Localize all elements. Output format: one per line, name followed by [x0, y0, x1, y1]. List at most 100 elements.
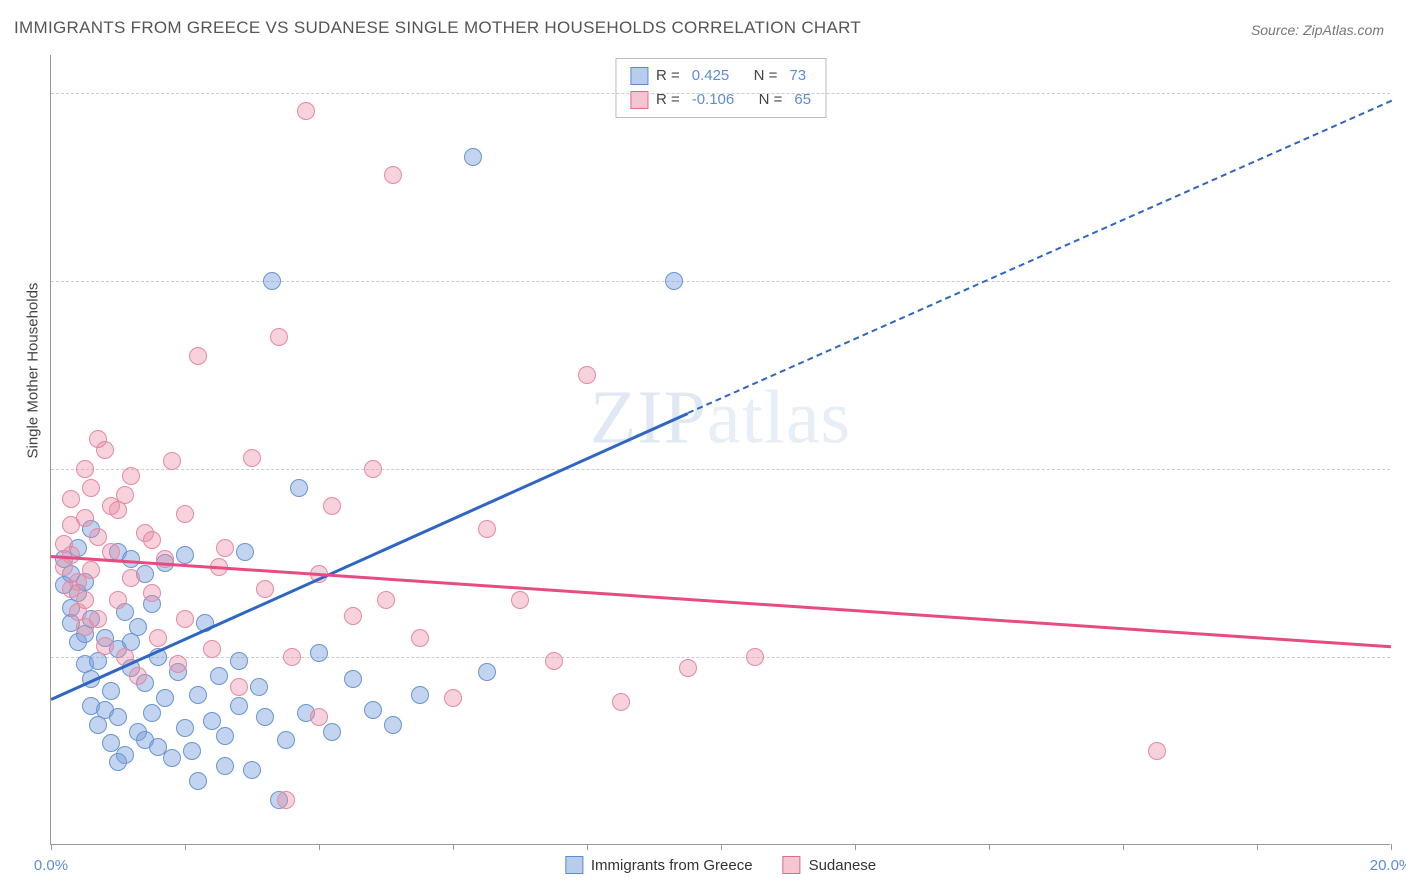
scatter-point-sudanese [444, 689, 462, 707]
scatter-point-sudanese [89, 610, 107, 628]
scatter-point-greece [109, 753, 127, 771]
scatter-point-sudanese [384, 166, 402, 184]
scatter-point-sudanese [277, 791, 295, 809]
scatter-point-sudanese [746, 648, 764, 666]
scatter-point-greece [109, 708, 127, 726]
scatter-point-sudanese [62, 490, 80, 508]
legend-swatch [630, 91, 648, 109]
scatter-point-greece [263, 272, 281, 290]
x-tick-label: 20.0% [1370, 857, 1406, 874]
scatter-point-sudanese [478, 520, 496, 538]
scatter-point-greece [216, 727, 234, 745]
y-tick-label: 15.0% [1395, 272, 1406, 289]
scatter-point-greece [411, 686, 429, 704]
legend-n-value: 65 [794, 88, 811, 112]
scatter-point-greece [290, 479, 308, 497]
scatter-point-greece [344, 670, 362, 688]
legend-n-value: 73 [789, 64, 806, 88]
scatter-point-greece [464, 148, 482, 166]
y-tick-label: 10.0% [1395, 460, 1406, 477]
legend-correlation-row: R = 0.425 N =73 [630, 64, 811, 88]
scatter-point-sudanese [143, 531, 161, 549]
scatter-point-sudanese [270, 328, 288, 346]
x-tick [721, 844, 722, 850]
scatter-point-sudanese [578, 366, 596, 384]
legend-correlation-box: R = 0.425 N =73R =-0.106 N =65 [615, 58, 826, 118]
legend-correlation-row: R = -0.106 N = 65 [630, 88, 811, 112]
scatter-point-greece [256, 708, 274, 726]
legend-swatch [630, 67, 648, 85]
scatter-point-sudanese [76, 460, 94, 478]
scatter-point-greece [102, 682, 120, 700]
scatter-point-sudanese [122, 467, 140, 485]
legend-n-label: N = [754, 64, 778, 88]
scatter-point-greece [216, 757, 234, 775]
scatter-point-greece [665, 272, 683, 290]
x-tick [855, 844, 856, 850]
x-tick [1391, 844, 1392, 850]
legend-n-label: N = [759, 88, 783, 112]
scatter-point-sudanese [169, 655, 187, 673]
scatter-point-sudanese [122, 569, 140, 587]
scatter-point-greece [176, 719, 194, 737]
scatter-point-greece [156, 689, 174, 707]
scatter-point-greece [243, 761, 261, 779]
scatter-point-sudanese [176, 610, 194, 628]
scatter-point-greece [189, 686, 207, 704]
scatter-point-sudanese [189, 347, 207, 365]
scatter-point-greece [323, 723, 341, 741]
x-tick [1257, 844, 1258, 850]
scatter-point-sudanese [323, 497, 341, 515]
watermark: ZIPatlas [590, 374, 851, 461]
scatter-point-greece [230, 652, 248, 670]
scatter-point-sudanese [612, 693, 630, 711]
scatter-point-sudanese [679, 659, 697, 677]
y-tick-label: 5.0% [1395, 648, 1406, 665]
legend-swatch [565, 856, 583, 874]
gridline [51, 469, 1390, 470]
scatter-point-greece [183, 742, 201, 760]
gridline [51, 93, 1390, 94]
scatter-point-sudanese [511, 591, 529, 609]
watermark-atlas: atlas [707, 375, 851, 459]
legend-r-label: R = [656, 88, 680, 112]
scatter-point-greece [478, 663, 496, 681]
scatter-point-sudanese [256, 580, 274, 598]
legend-series-item: Immigrants from Greece [565, 856, 753, 874]
scatter-point-greece [236, 543, 254, 561]
scatter-point-sudanese [76, 591, 94, 609]
legend-series-label: Immigrants from Greece [591, 857, 753, 874]
scatter-point-sudanese [203, 640, 221, 658]
legend-r-value: -0.106 [692, 88, 735, 112]
scatter-point-sudanese [411, 629, 429, 647]
scatter-point-greece [310, 644, 328, 662]
scatter-point-sudanese [163, 452, 181, 470]
x-tick [51, 844, 52, 850]
source-label: Source: ZipAtlas.com [1251, 22, 1384, 38]
x-tick [319, 844, 320, 850]
scatter-point-greece [210, 667, 228, 685]
scatter-point-sudanese [364, 460, 382, 478]
scatter-point-sudanese [377, 591, 395, 609]
scatter-point-sudanese [149, 629, 167, 647]
scatter-point-sudanese [216, 539, 234, 557]
scatter-point-sudanese [176, 505, 194, 523]
scatter-point-sudanese [76, 509, 94, 527]
x-tick [185, 844, 186, 850]
scatter-point-greece [364, 701, 382, 719]
x-tick [587, 844, 588, 850]
chart-title: IMMIGRANTS FROM GREECE VS SUDANESE SINGL… [14, 18, 861, 38]
scatter-point-sudanese [230, 678, 248, 696]
scatter-point-sudanese [143, 584, 161, 602]
gridline [51, 281, 1390, 282]
scatter-point-sudanese [297, 102, 315, 120]
legend-swatch [783, 856, 801, 874]
y-tick-label: 20.0% [1395, 84, 1406, 101]
scatter-point-sudanese [96, 637, 114, 655]
scatter-point-sudanese [109, 591, 127, 609]
scatter-point-sudanese [283, 648, 301, 666]
scatter-point-greece [203, 712, 221, 730]
scatter-point-greece [189, 772, 207, 790]
legend-series: Immigrants from GreeceSudanese [565, 856, 876, 874]
scatter-point-sudanese [89, 430, 107, 448]
